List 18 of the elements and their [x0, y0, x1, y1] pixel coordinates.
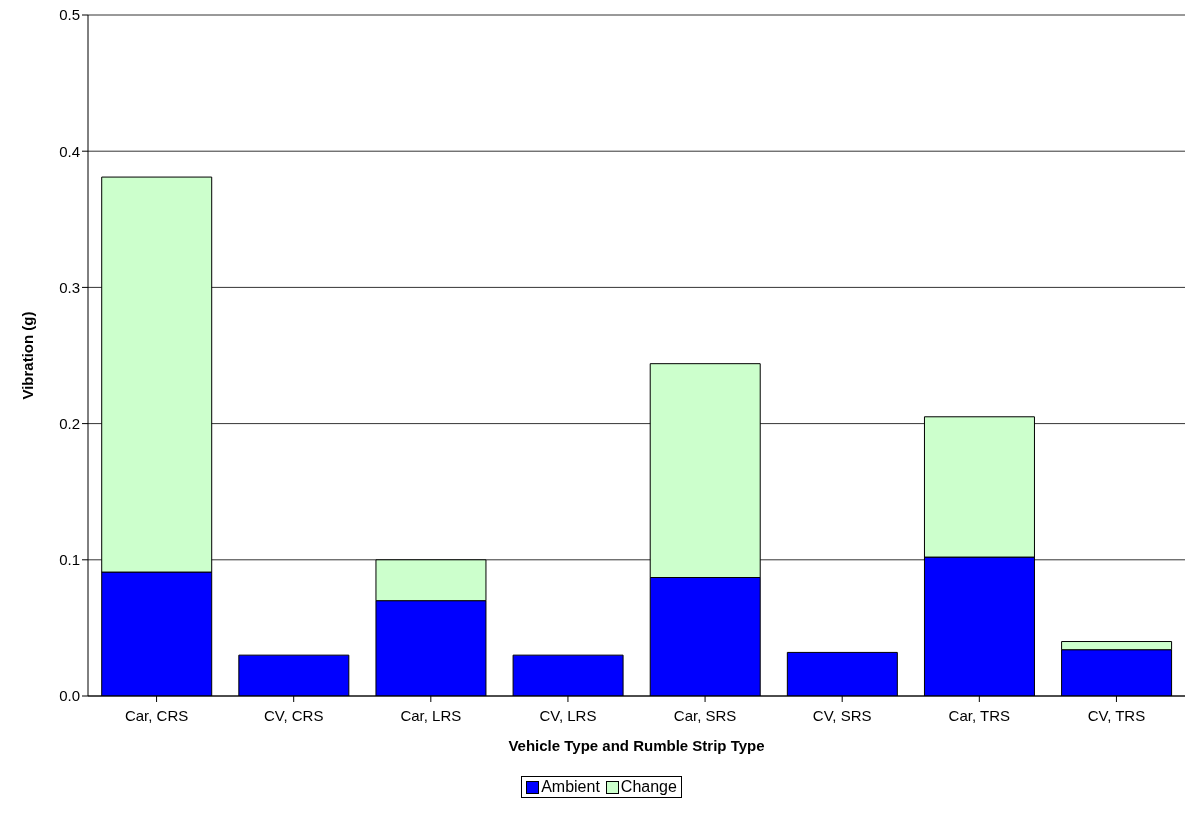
y-tick-label: 0.2: [59, 414, 80, 432]
y-tick-label: 0.1: [59, 551, 80, 569]
x-tick-label: CV, TRS: [1087, 706, 1146, 724]
y-tick-label: 0.4: [59, 142, 80, 160]
x-tick-label: Car, LRS: [400, 706, 462, 724]
x-axis-title: Vehicle Type and Rumble Strip Type: [508, 737, 765, 754]
x-tick-label: Car, TRS: [948, 706, 1011, 724]
legend-label: Ambient: [540, 778, 600, 796]
x-tick-label: CV, SRS: [812, 706, 872, 724]
x-tick-label: Car, SRS: [673, 706, 737, 724]
y-tick-label: 0.0: [59, 687, 80, 705]
y-tick-label: 0.5: [59, 6, 80, 24]
legend-label: Change: [619, 778, 677, 796]
y-axis-title: Vibration (g): [19, 311, 37, 400]
x-tick-label: Car, CRS: [124, 706, 189, 724]
x-tick-label: CV, LRS: [539, 706, 597, 724]
y-tick-label: 0.3: [59, 278, 80, 296]
x-tick-label: CV, CRS: [263, 706, 324, 724]
